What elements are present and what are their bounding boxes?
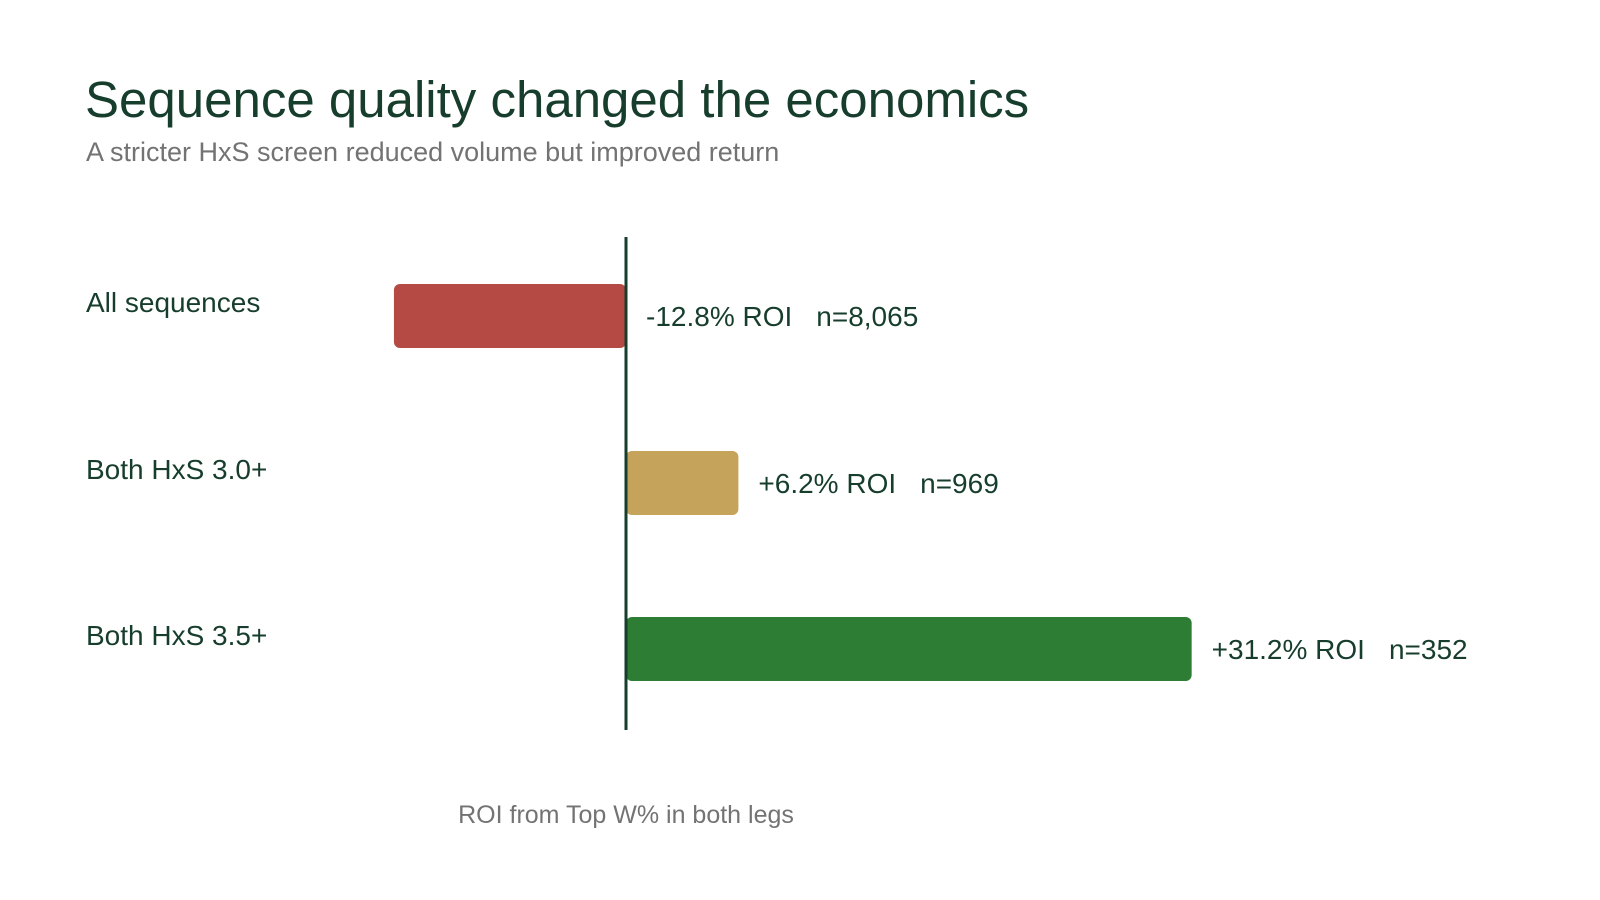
bar-3	[626, 617, 1192, 681]
chart-title: Sequence quality changed the economics	[85, 71, 1030, 128]
count-label: n=8,065	[816, 301, 918, 332]
bar-2	[626, 451, 739, 515]
value-label: +31.2% ROI	[1212, 634, 1365, 665]
category-label: All sequences	[86, 287, 260, 318]
bar-1	[393, 284, 626, 348]
value-label: -12.8% ROI	[646, 301, 792, 332]
category-label: Both HxS 3.0+	[86, 454, 267, 485]
value-label: +6.2% ROI	[758, 468, 896, 499]
chart-subtitle: A stricter HxS screen reduced volume but…	[86, 137, 780, 167]
category-label: Both HxS 3.5+	[86, 620, 267, 651]
count-label: n=352	[1389, 634, 1468, 665]
x-axis-label: ROI from Top W% in both legs	[458, 801, 794, 829]
bars-layer	[393, 284, 1192, 681]
count-label: n=969	[920, 468, 999, 499]
labels-layer: All sequences -12.8% ROI n=8,065 Both HxS 3…	[86, 287, 1468, 665]
